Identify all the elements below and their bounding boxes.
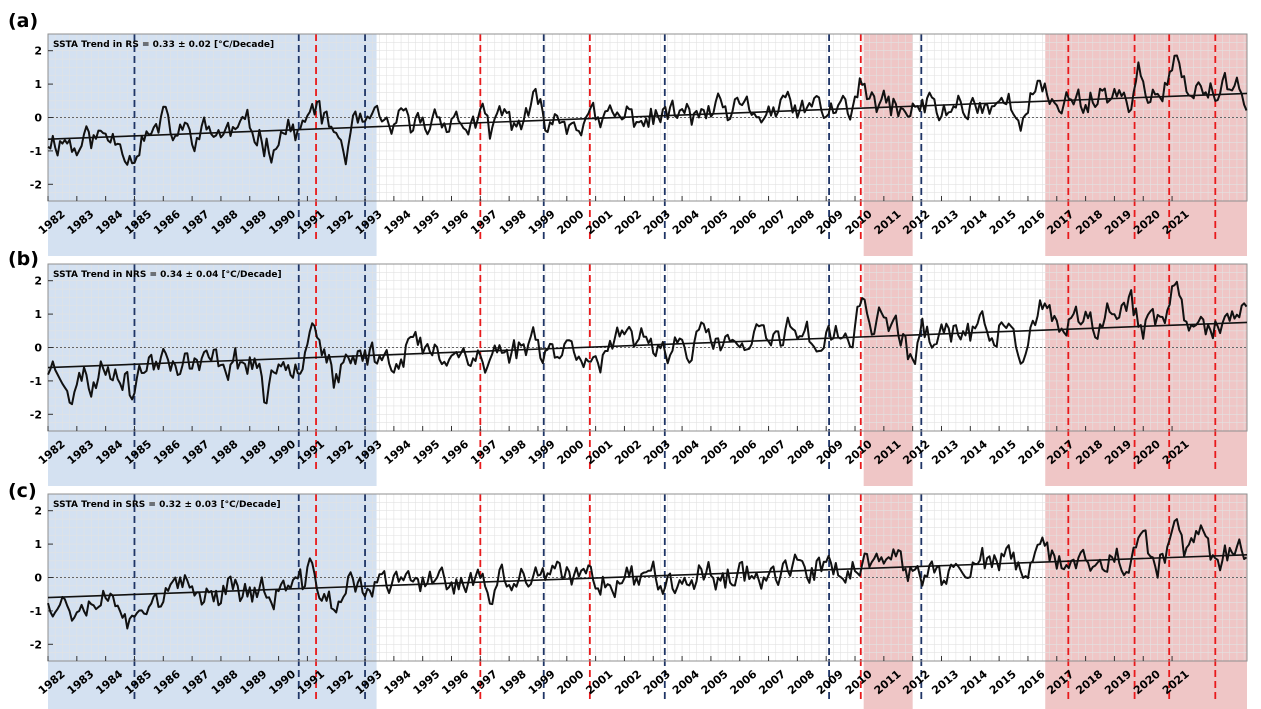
trend-line [47, 321, 1248, 369]
x-tick-label: 1994 [382, 667, 414, 697]
x-tick-label: 2005 [699, 667, 731, 697]
x-tick-label: 2001 [583, 667, 615, 697]
y-tick-label: 2 [34, 45, 42, 58]
x-tick-label: 2007 [756, 207, 788, 237]
y-tick-label: -1 [30, 605, 42, 618]
x-tick-label: 2007 [756, 667, 788, 697]
x-tick-label: 1996 [439, 207, 471, 237]
panel-label: (b) [8, 248, 39, 270]
y-tick-label: 1 [34, 308, 42, 321]
x-tick-label: 2007 [756, 437, 788, 467]
x-tick-label: 2003 [641, 437, 673, 467]
ssta-series-line [47, 518, 1248, 630]
x-tick-label: 2015 [987, 667, 1019, 697]
x-tick-label: 2006 [728, 207, 760, 237]
x-tick-label: 2013 [929, 437, 961, 467]
x-tick-label: 1998 [497, 667, 529, 697]
y-tick-label: -2 [30, 408, 42, 421]
x-tick-label: 1995 [411, 437, 443, 467]
x-tick-label: 2008 [785, 667, 817, 697]
x-tick-label: 1994 [382, 207, 414, 237]
y-tick-label: -1 [30, 145, 42, 158]
y-tick-label: 0 [34, 572, 42, 585]
warm-period-shading [863, 34, 913, 256]
x-tick-label: 2013 [929, 207, 961, 237]
ssta-series-line [47, 54, 1248, 166]
warm-period-shading [863, 264, 913, 486]
x-tick-label: 2002 [612, 207, 644, 237]
x-tick-label: 1998 [497, 207, 529, 237]
x-tick-label: 2001 [583, 207, 615, 237]
x-tick-label: 2004 [670, 207, 702, 237]
x-tick-label: 1997 [468, 667, 500, 697]
x-tick-label: 2016 [1016, 437, 1048, 467]
y-tick-label: -2 [30, 638, 42, 651]
y-tick-label: 0 [34, 112, 42, 125]
x-tick-label: 2015 [987, 207, 1019, 237]
x-tick-label: 1996 [439, 667, 471, 697]
y-tick-label: 1 [34, 78, 42, 91]
trend-annotation: SSTA Trend in SRS = 0.32 ± 0.03 [°C/Deca… [53, 500, 281, 510]
x-tick-label: 2000 [555, 667, 587, 697]
panel-nrs: -2-1012198219831984198519861987198819891… [30, 263, 1248, 486]
y-tick-label: 2 [34, 275, 42, 288]
trend-line [47, 92, 1248, 141]
x-tick-label: 2008 [785, 207, 817, 237]
x-tick-label: 2015 [987, 437, 1019, 467]
x-tick-label: 2004 [670, 437, 702, 467]
x-tick-label: 1997 [468, 207, 500, 237]
trend-annotation: SSTA Trend in RS = 0.33 ± 0.02 [°C/Decad… [53, 40, 274, 50]
x-tick-label: 2000 [555, 207, 587, 237]
x-tick-label: 1995 [411, 207, 443, 237]
warm-period-shading [1045, 34, 1247, 256]
x-tick-label: 1996 [439, 437, 471, 467]
panel-label: (c) [8, 480, 37, 502]
x-tick-label: 1998 [497, 437, 529, 467]
x-tick-label: 2003 [641, 207, 673, 237]
x-tick-label: 2006 [728, 667, 760, 697]
x-tick-label: 2016 [1016, 667, 1048, 697]
x-tick-label: 2005 [699, 207, 731, 237]
trend-line [47, 553, 1248, 599]
panel-label: (a) [8, 10, 38, 32]
ssta-series-line [47, 280, 1248, 406]
x-tick-label: 2002 [612, 437, 644, 467]
x-tick-label: 1999 [526, 207, 558, 237]
panel-rs: -2-1012198219831984198519861987198819891… [30, 33, 1248, 256]
y-tick-label: -2 [30, 178, 42, 191]
x-tick-label: 2001 [583, 437, 615, 467]
x-tick-label: 2014 [958, 437, 990, 467]
x-tick-label: 2008 [785, 437, 817, 467]
x-tick-label: 1999 [526, 667, 558, 697]
warm-period-shading [863, 494, 913, 709]
x-tick-label: 1995 [411, 667, 443, 697]
warm-period-shading [1045, 264, 1247, 486]
x-tick-label: 2005 [699, 437, 731, 467]
y-tick-label: 0 [34, 342, 42, 355]
x-tick-label: 2002 [612, 667, 644, 697]
x-tick-label: 2016 [1016, 207, 1048, 237]
x-tick-label: 1994 [382, 437, 414, 467]
x-tick-label: 1997 [468, 437, 500, 467]
trend-annotation: SSTA Trend in NRS = 0.34 ± 0.04 [°C/Deca… [53, 270, 282, 280]
x-tick-label: 2014 [958, 207, 990, 237]
x-tick-label: 2000 [555, 437, 587, 467]
y-tick-label: 2 [34, 505, 42, 518]
x-tick-label: 2013 [929, 667, 961, 697]
x-tick-label: 1999 [526, 437, 558, 467]
y-tick-label: 1 [34, 538, 42, 551]
panel-srs: -2-1012198219831984198519861987198819891… [30, 493, 1248, 709]
x-tick-label: 2014 [958, 667, 990, 697]
y-tick-label: -1 [30, 375, 42, 388]
x-tick-label: 2004 [670, 667, 702, 697]
x-tick-label: 2006 [728, 437, 760, 467]
x-tick-label: 2003 [641, 667, 673, 697]
